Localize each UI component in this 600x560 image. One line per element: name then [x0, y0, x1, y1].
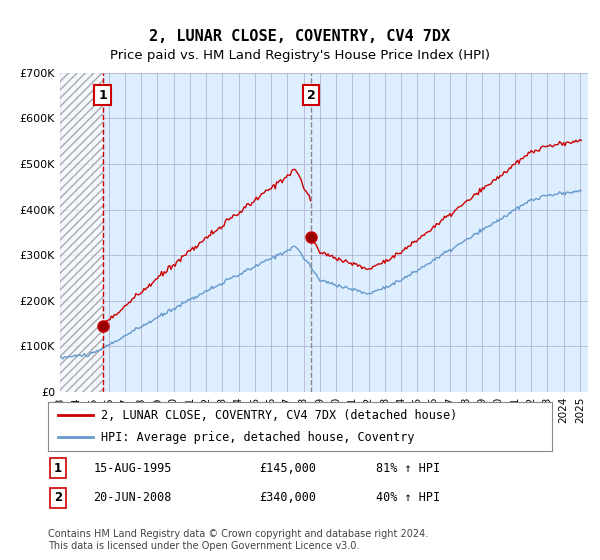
Text: Contains HM Land Registry data © Crown copyright and database right 2024.
This d: Contains HM Land Registry data © Crown c…	[48, 529, 428, 551]
Text: Price paid vs. HM Land Registry's House Price Index (HPI): Price paid vs. HM Land Registry's House …	[110, 49, 490, 63]
Text: 1: 1	[98, 88, 107, 102]
Text: 81% ↑ HPI: 81% ↑ HPI	[376, 462, 440, 475]
Text: 40% ↑ HPI: 40% ↑ HPI	[376, 491, 440, 504]
Text: 20-JUN-2008: 20-JUN-2008	[94, 491, 172, 504]
Text: 2: 2	[307, 88, 316, 102]
Text: £340,000: £340,000	[260, 491, 317, 504]
Text: 2, LUNAR CLOSE, COVENTRY, CV4 7DX (detached house): 2, LUNAR CLOSE, COVENTRY, CV4 7DX (detac…	[101, 409, 457, 422]
Text: 15-AUG-1995: 15-AUG-1995	[94, 462, 172, 475]
Text: £145,000: £145,000	[260, 462, 317, 475]
Text: 1: 1	[54, 462, 62, 475]
Text: HPI: Average price, detached house, Coventry: HPI: Average price, detached house, Cove…	[101, 431, 415, 444]
Text: 2: 2	[54, 491, 62, 504]
Text: 2, LUNAR CLOSE, COVENTRY, CV4 7DX: 2, LUNAR CLOSE, COVENTRY, CV4 7DX	[149, 29, 451, 44]
Bar	[60, 73, 103, 392]
